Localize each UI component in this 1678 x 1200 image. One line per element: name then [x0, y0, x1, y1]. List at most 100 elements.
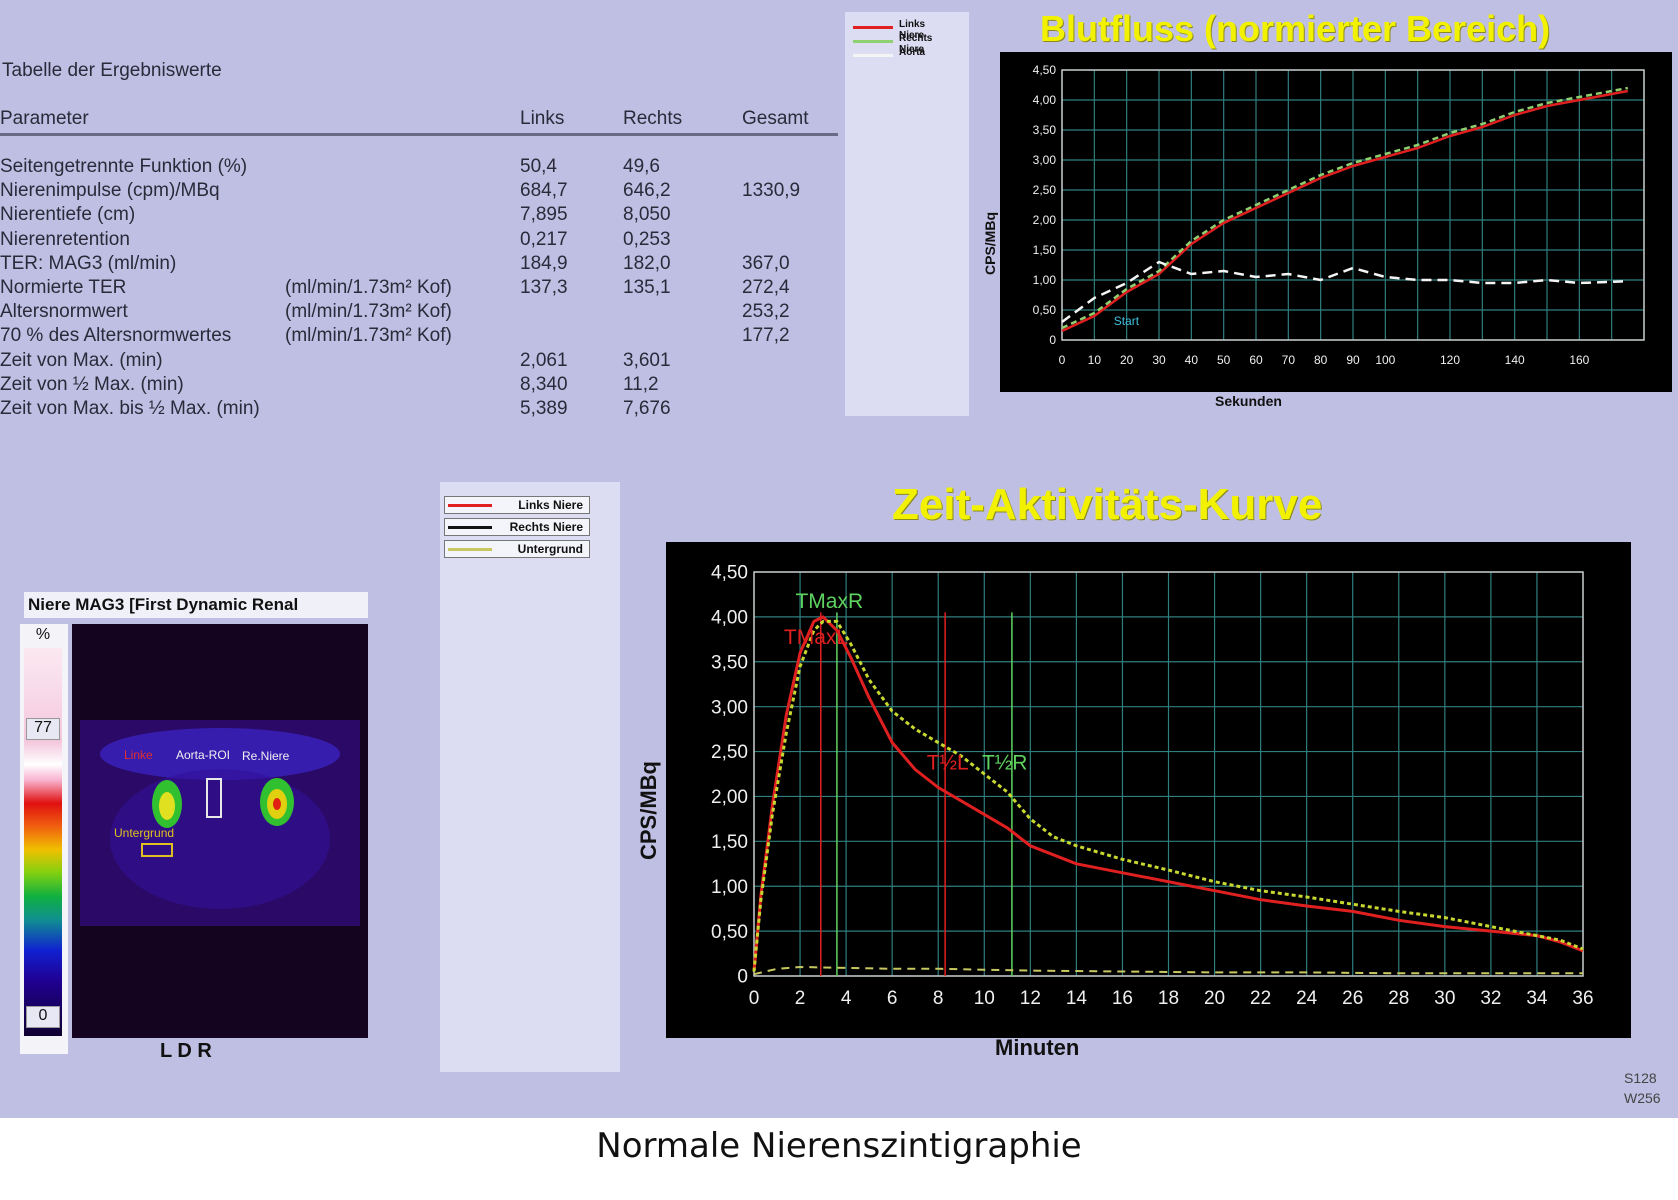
- cell-right: 3,601: [623, 349, 671, 371]
- blood-flow-x-label: Sekunden: [1215, 393, 1282, 409]
- corner-info-2: W256: [1624, 1090, 1661, 1106]
- series-line-rechts-niere: [1061, 86, 1629, 330]
- legend-swatch: [448, 548, 492, 551]
- x-tick-label: 26: [1342, 988, 1363, 1009]
- legend-label: Untergrund: [517, 542, 583, 556]
- tac-title: Zeit-Aktivitäts-Kurve: [892, 480, 1323, 529]
- figure-caption: Normale Nierenszintigraphie: [596, 1126, 1082, 1166]
- y-tick-label: 0: [737, 967, 748, 988]
- table-row: Altersnormwert (ml/min/1.73m² Kof) 253,2: [0, 301, 840, 325]
- x-tick-label: 120: [1440, 353, 1460, 367]
- chart-background: [1000, 52, 1672, 392]
- x-tick-label: 50: [1217, 353, 1231, 367]
- roi-label-aorta: Aorta-ROI: [176, 748, 230, 762]
- scintigraphy-report-screen: Tabelle der Ergebniswerte Parameter Link…: [0, 0, 1678, 1118]
- cell-param: Seitengetrennte Funktion (%): [0, 156, 248, 177]
- x-tick-label: 8: [933, 988, 944, 1009]
- y-tick-label: 3,00: [1033, 153, 1057, 167]
- y-tick-label: 2,50: [1033, 183, 1057, 197]
- cell-total: 253,2: [742, 301, 790, 323]
- x-tick-label: 18: [1158, 988, 1179, 1009]
- blood-flow-y-label: CPS/MBq: [982, 212, 998, 275]
- plot-frame: [1061, 69, 1645, 341]
- y-tick-label: 1,50: [1033, 243, 1057, 257]
- y-tick-label: 4,00: [711, 608, 748, 629]
- table-row: Normierte TER (ml/min/1.73m² Kof) 137,3 135…: [0, 277, 840, 301]
- y-tick-label: 2,00: [711, 787, 748, 808]
- cell-left: 5,389: [520, 398, 568, 419]
- x-tick-label: 20: [1204, 988, 1225, 1009]
- x-tick-label: 36: [1572, 988, 1593, 1009]
- y-tick-label: 0,50: [711, 922, 748, 943]
- chart-annotation: T½L: [927, 752, 969, 775]
- x-tick-label: 32: [1480, 988, 1501, 1009]
- y-tick-label: 4,50: [711, 563, 748, 584]
- color-gradient: [24, 648, 62, 1036]
- series-line-links-niere: [752, 615, 1584, 972]
- legend-label: Rechts Niere: [899, 33, 933, 55]
- x-tick-label: 14: [1066, 988, 1088, 1009]
- legend-label: Rechts Niere: [509, 520, 583, 534]
- cell-param: Altersnormwert: [0, 301, 128, 323]
- cell-param: 70 % des Altersnormwertes: [0, 325, 232, 347]
- y-tick-label: 3,00: [711, 697, 748, 718]
- header-total: Gesamt: [742, 108, 809, 129]
- chart-annotation: TMaxR: [795, 590, 863, 613]
- cell-left: 684,7: [520, 180, 568, 202]
- x-tick-label: 100: [1375, 353, 1395, 367]
- corner-info-1: S128: [1624, 1070, 1657, 1086]
- renal-scan-image: Linke Aorta-ROI Re.Niere Untergrund: [72, 624, 368, 1038]
- table-title: Tabelle der Ergebniswerte: [2, 60, 222, 81]
- x-tick-label: 90: [1346, 353, 1360, 367]
- table-row: Nierentiefe (cm) 7,895 8,050: [0, 204, 840, 228]
- legend-item: Untergrund: [444, 540, 590, 558]
- header-right: Rechts: [623, 108, 683, 129]
- roi-label-background: Untergrund: [114, 826, 174, 840]
- cell-left: 0,217: [520, 228, 568, 250]
- y-tick-label: 1,00: [711, 877, 748, 898]
- cell-right: 182,0: [623, 252, 671, 274]
- header-left: Links: [520, 108, 565, 129]
- roi-label-left: Linke: [124, 748, 153, 762]
- cell-total: 1330,9: [742, 180, 801, 202]
- table-row: Zeit von Max. bis ½ Max. (min) 5,389 7,676: [0, 398, 840, 422]
- y-tick-label: 4,50: [1033, 63, 1057, 77]
- cell-left: 8,340: [520, 373, 568, 395]
- scale-min: 0: [26, 1006, 60, 1028]
- cell-right: 0,253: [623, 228, 671, 250]
- x-tick-label: 20: [1120, 353, 1134, 367]
- plot-frame: [753, 571, 1584, 977]
- x-tick-label: 160: [1569, 353, 1589, 367]
- scale-unit: %: [35, 626, 51, 643]
- chart-background: [666, 542, 1631, 1038]
- cell-right: 11,2: [623, 373, 659, 395]
- cell-right: 135,1: [623, 277, 671, 298]
- cell-param: Normierte TER: [0, 277, 127, 298]
- roi-label-right: Re.Niere: [242, 749, 290, 763]
- x-tick-label: 2: [795, 988, 806, 1009]
- cell-left: 7,895: [520, 204, 568, 226]
- legend-label: Links Niere: [518, 498, 583, 512]
- cell-right: 8,050: [623, 204, 671, 226]
- x-tick-label: 30: [1152, 353, 1166, 367]
- series-line-links-niere: [1061, 89, 1629, 333]
- x-tick-label: 10: [1088, 353, 1102, 367]
- cell-param: Nierenretention: [0, 228, 130, 250]
- y-tick-label: 0: [1049, 333, 1056, 347]
- cell-param: Zeit von ½ Max. (min): [0, 373, 184, 395]
- image-orientation: L D R: [160, 1040, 212, 1062]
- cell-param: Zeit von Max. bis ½ Max. (min): [0, 398, 260, 419]
- chart-annotation: Start: [1114, 314, 1140, 328]
- image-panel-title: Niere MAG3 [First Dynamic Renal: [24, 592, 368, 618]
- legend-label: Aorta: [899, 47, 926, 58]
- x-tick-label: 140: [1505, 353, 1525, 367]
- x-tick-label: 24: [1296, 988, 1318, 1009]
- table-row: Nierenretention 0,217 0,253: [0, 229, 840, 253]
- y-tick-label: 1,00: [1033, 273, 1057, 287]
- legend-item: Rechts Niere: [444, 518, 590, 536]
- header-divider: [0, 133, 838, 136]
- legend-swatch: [853, 40, 893, 43]
- y-tick-label: 4,00: [1033, 93, 1057, 107]
- chart-annotation: T½R: [982, 752, 1028, 775]
- x-tick-label: 12: [1020, 988, 1041, 1009]
